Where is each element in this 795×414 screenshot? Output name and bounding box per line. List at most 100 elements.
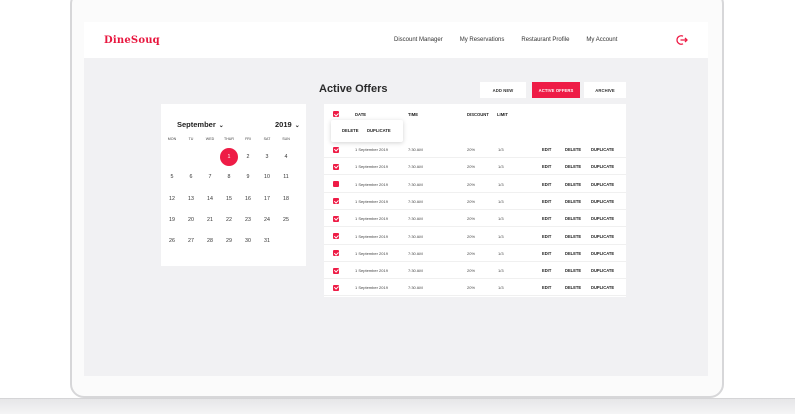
duplicate-button[interactable]: DUPLICATE <box>591 181 615 187</box>
delete-button[interactable]: DELETE <box>565 216 582 222</box>
row-checkbox[interactable] <box>333 181 339 188</box>
cell-date: 1 September 2019 <box>355 250 388 256</box>
cell-time: 7:30 AM <box>408 268 423 274</box>
cell-limit: 1/3 <box>498 250 504 256</box>
calendar-day[interactable]: 4 <box>284 154 288 160</box>
row-checkbox[interactable] <box>333 215 339 222</box>
calendar-day[interactable]: 18 <box>283 196 289 202</box>
calendar-day[interactable]: 15 <box>226 196 232 202</box>
cell-time: 7:30 AM <box>408 285 423 291</box>
table-row: 1 September 2019 7:30 AM 20% 1/3 EDIT DELETE D… <box>324 228 626 245</box>
calendar-day[interactable]: 29 <box>226 238 232 244</box>
edit-button[interactable]: EDIT <box>542 233 552 239</box>
brand-logo[interactable]: DineSouq <box>104 35 160 46</box>
duplicate-button[interactable]: DUPLICATE <box>591 216 615 222</box>
duplicate-button[interactable]: DUPLICATE <box>591 268 615 274</box>
calendar-day-selected[interactable]: 1 <box>220 148 238 166</box>
calendar-day[interactable]: 13 <box>188 196 194 202</box>
delete-button[interactable]: DELETE <box>565 181 582 187</box>
calendar-day[interactable]: 26 <box>169 238 175 244</box>
archive-button[interactable]: ARCHIVE <box>584 82 626 98</box>
edit-button[interactable]: EDIT <box>542 181 552 187</box>
add-new-button[interactable]: ADD NEW <box>480 82 526 98</box>
popup-delete-button[interactable]: DELETE <box>342 128 359 133</box>
logout-icon[interactable] <box>676 34 688 46</box>
nav-restaurant-profile[interactable]: Restaurant Profile <box>521 37 570 43</box>
cell-limit: 1/3 <box>498 198 504 204</box>
duplicate-button[interactable]: DUPLICATE <box>591 233 615 239</box>
duplicate-button[interactable]: DUPLICATE <box>591 250 615 256</box>
duplicate-button[interactable]: DUPLICATE <box>591 198 615 204</box>
calendar-day[interactable]: 22 <box>226 217 232 223</box>
cell-date: 1 September 2019 <box>355 216 388 222</box>
header-limit: LIMIT <box>497 112 508 117</box>
calendar-day[interactable]: 30 <box>245 238 251 244</box>
calendar-day[interactable]: 12 <box>169 196 175 202</box>
delete-button[interactable]: DELETE <box>565 250 582 256</box>
cell-limit: 1/3 <box>498 216 504 222</box>
calendar-day[interactable]: 27 <box>188 238 194 244</box>
row-checkbox[interactable] <box>333 267 339 274</box>
cell-limit: 1/3 <box>498 164 504 170</box>
calendar-day[interactable]: 24 <box>264 217 270 223</box>
calendar-day[interactable]: 10 <box>264 174 270 180</box>
cell-discount: 20% <box>467 233 476 239</box>
delete-button[interactable]: DELETE <box>565 164 582 170</box>
calendar-day[interactable]: 28 <box>207 238 213 244</box>
calendar-day[interactable]: 9 <box>246 174 250 180</box>
edit-button[interactable]: EDIT <box>542 198 552 204</box>
month-select[interactable]: September ⌄ <box>177 120 224 129</box>
calendar-day[interactable]: 20 <box>188 217 194 223</box>
popup-duplicate-button[interactable]: DUPLICATE <box>367 128 391 133</box>
duplicate-button[interactable]: DUPLICATE <box>591 147 615 152</box>
duplicate-button[interactable]: DUPLICATE <box>591 164 615 170</box>
cell-time: 7:30 AM <box>408 233 423 239</box>
cell-limit: 1/3 <box>498 181 504 187</box>
select-all-checkbox[interactable] <box>333 111 339 117</box>
delete-button[interactable]: DELETE <box>565 285 582 291</box>
row-checkbox[interactable] <box>333 163 339 170</box>
delete-button[interactable]: DELETE <box>565 198 582 204</box>
calendar-day[interactable]: 11 <box>283 174 289 180</box>
edit-button[interactable]: EDIT <box>542 216 552 222</box>
row-checkbox[interactable] <box>333 198 339 205</box>
calendar-day[interactable]: 23 <box>245 217 251 223</box>
nav-my-account[interactable]: My Account <box>586 37 618 43</box>
year-select[interactable]: 2019 ⌄ <box>275 120 300 129</box>
calendar-day[interactable]: 19 <box>169 217 175 223</box>
row-checkbox[interactable] <box>333 284 339 291</box>
table-row: 1 September 2019 7:30 AM 20% 1/3 EDIT DELETE D… <box>324 176 626 193</box>
calendar-day[interactable]: 5 <box>170 174 174 180</box>
calendar-day[interactable]: 2 <box>246 154 250 160</box>
edit-button[interactable]: EDIT <box>542 147 552 152</box>
calendar-day[interactable]: 8 <box>227 174 231 180</box>
nav-my-reservations[interactable]: My Reservations <box>459 37 505 43</box>
calendar-day[interactable]: 31 <box>264 238 270 244</box>
calendar-day[interactable]: 14 <box>207 196 213 202</box>
edit-button[interactable]: EDIT <box>542 268 552 274</box>
edit-button[interactable]: EDIT <box>542 164 552 170</box>
calendar-day[interactable]: 25 <box>283 217 289 223</box>
row-checkbox[interactable] <box>333 250 339 257</box>
calendar-day[interactable]: 7 <box>208 174 212 180</box>
calendar-day[interactable]: 3 <box>265 154 269 160</box>
calendar-day[interactable]: 17 <box>264 196 270 202</box>
cell-time: 7:30 AM <box>408 164 423 170</box>
laptop-base <box>0 398 795 414</box>
delete-button[interactable]: DELETE <box>565 268 582 274</box>
nav-discount-manager[interactable]: Discount Manager <box>394 37 443 43</box>
row-checkbox[interactable] <box>333 146 339 153</box>
cell-date: 1 September 2019 <box>355 285 388 291</box>
delete-button[interactable]: DELETE <box>565 147 582 152</box>
cell-date: 1 September 2019 <box>355 198 388 204</box>
active-offers-button[interactable]: ACTIVE OFFERS <box>532 82 580 98</box>
calendar-day[interactable]: 16 <box>245 196 251 202</box>
app-screen: DineSouq Discount Manager My Reservation… <box>84 22 708 376</box>
edit-button[interactable]: EDIT <box>542 250 552 256</box>
delete-button[interactable]: DELETE <box>565 233 582 239</box>
calendar-day[interactable]: 21 <box>207 217 213 223</box>
calendar-day[interactable]: 6 <box>189 174 193 180</box>
duplicate-button[interactable]: DUPLICATE <box>591 285 615 291</box>
edit-button[interactable]: EDIT <box>542 285 552 291</box>
row-checkbox[interactable] <box>333 233 339 239</box>
